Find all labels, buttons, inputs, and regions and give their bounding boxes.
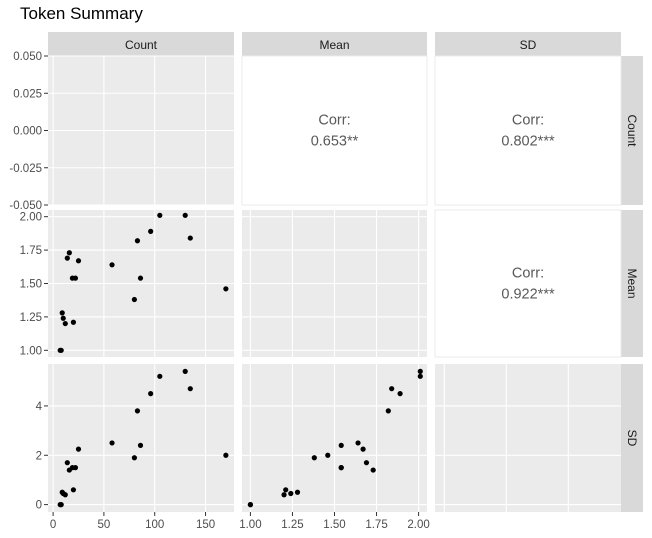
chart-title: Token Summary — [20, 4, 143, 23]
panel-sd-count — [48, 364, 234, 512]
strip-right-label-count: Count — [625, 114, 639, 147]
strip-right-label-sd: SD — [625, 430, 639, 447]
x-tick-label: 1.00 — [239, 519, 261, 531]
data-point — [60, 315, 66, 321]
panel-sd-sd — [435, 364, 621, 512]
strip-top-count — [48, 32, 234, 56]
data-point — [131, 296, 137, 303]
data-point — [64, 255, 70, 261]
data-point — [109, 262, 115, 268]
strip-top-label-count: Count — [125, 38, 158, 52]
data-point — [70, 319, 77, 325]
panel-count-mean — [241, 55, 428, 206]
x-tick-label: 100 — [145, 519, 164, 531]
corr-value: 0.653** — [311, 134, 359, 150]
corr-value: 0.922*** — [501, 287, 555, 303]
data-point — [134, 238, 141, 244]
data-point — [148, 228, 154, 234]
data-point — [294, 489, 301, 495]
strip-top-label-sd: SD — [520, 38, 537, 52]
data-point — [75, 258, 82, 264]
x-tick-label: 1.50 — [323, 519, 345, 531]
data-point — [70, 487, 77, 493]
data-point — [363, 460, 370, 466]
data-point — [338, 442, 344, 448]
data-point — [223, 286, 229, 292]
data-point — [311, 455, 317, 461]
corr-value: 0.802*** — [501, 134, 555, 150]
data-point — [137, 442, 144, 448]
strip-right-mean — [621, 210, 643, 357]
y-tick-label: -0.025 — [9, 163, 42, 175]
data-point — [131, 455, 137, 461]
x-tick-label: 150 — [196, 519, 215, 531]
data-point — [325, 452, 331, 458]
data-point — [417, 368, 423, 374]
data-point — [62, 492, 68, 498]
data-point — [247, 502, 254, 508]
data-point — [182, 212, 188, 218]
data-point — [148, 391, 154, 397]
data-point — [59, 310, 65, 316]
data-point — [360, 446, 366, 452]
data-point — [385, 408, 391, 414]
corr-label: Corr: — [318, 113, 350, 129]
panel-count-sd — [434, 55, 622, 206]
data-point — [397, 391, 403, 397]
data-point — [281, 492, 287, 498]
y-tick-label: 4 — [36, 401, 43, 413]
x-tick-label: 2.00 — [407, 519, 429, 531]
data-point — [134, 408, 141, 414]
x-tick-label: 0 — [50, 519, 56, 531]
x-tick-label: 1.75 — [365, 519, 387, 531]
y-tick-label: 0.025 — [13, 88, 42, 100]
strip-top-sd — [435, 32, 621, 56]
strip-right-sd — [621, 364, 643, 512]
data-point — [64, 460, 70, 466]
data-point — [187, 386, 193, 392]
data-point — [389, 386, 395, 392]
y-tick-label: 1.75 — [20, 245, 42, 257]
corr-label: Corr: — [512, 266, 544, 282]
strip-right-count — [621, 56, 643, 205]
data-point — [223, 452, 229, 458]
y-tick-label: -0.050 — [9, 200, 42, 212]
strip-top-label-mean: Mean — [319, 38, 349, 52]
data-point — [288, 490, 294, 497]
data-point — [72, 275, 79, 281]
data-point — [355, 440, 361, 446]
y-tick-label: 1.00 — [20, 345, 42, 357]
y-tick-label: 0.000 — [13, 126, 42, 138]
y-tick-label: 2 — [36, 450, 42, 462]
data-point — [58, 502, 64, 508]
data-point — [109, 440, 115, 446]
x-tick-label: 50 — [98, 519, 111, 531]
strip-right-label-mean: Mean — [625, 268, 639, 298]
strip-top-mean — [242, 32, 427, 56]
data-point — [157, 373, 163, 379]
corr-label: Corr: — [512, 113, 544, 129]
x-tick-label: 1.25 — [281, 519, 303, 531]
y-tick-label: 2.00 — [20, 212, 42, 224]
data-point — [157, 212, 163, 218]
panel-mean-sd — [434, 209, 622, 358]
data-point — [75, 446, 82, 452]
data-point — [72, 465, 79, 471]
data-point — [370, 467, 376, 473]
data-point — [66, 250, 72, 256]
data-point — [62, 320, 68, 327]
data-point — [58, 347, 64, 353]
data-point — [187, 235, 193, 241]
data-point — [283, 487, 289, 493]
y-tick-label: 0.050 — [13, 51, 42, 63]
data-point — [182, 368, 188, 374]
data-point — [137, 275, 144, 281]
data-point — [338, 465, 344, 471]
y-tick-label: 1.50 — [20, 279, 42, 291]
y-tick-label: 0 — [36, 500, 42, 512]
y-tick-label: 1.25 — [20, 312, 42, 324]
data-point — [417, 373, 423, 379]
